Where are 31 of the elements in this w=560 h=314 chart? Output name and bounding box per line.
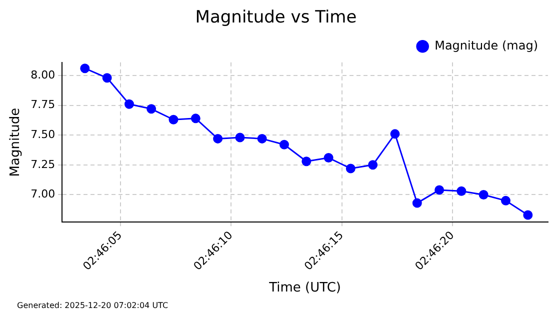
chart-title: Magnitude vs Time bbox=[195, 8, 357, 28]
point bbox=[279, 140, 289, 150]
point bbox=[324, 153, 334, 163]
y-tick-label: 7.00 bbox=[30, 188, 56, 201]
text: Generated: 2025-12-20 07:02:04 UTC bbox=[17, 301, 168, 310]
point bbox=[168, 114, 178, 124]
y-axis-title: Magnitude bbox=[8, 108, 24, 177]
legend-label: Magnitude (mag) bbox=[434, 38, 538, 53]
point bbox=[500, 196, 510, 206]
point bbox=[390, 129, 400, 139]
point bbox=[478, 190, 488, 200]
point bbox=[213, 134, 223, 144]
y-tick-label: 8.00 bbox=[30, 68, 56, 82]
point bbox=[368, 160, 378, 170]
point bbox=[235, 132, 245, 142]
point bbox=[523, 210, 533, 220]
point bbox=[257, 134, 267, 144]
point bbox=[124, 99, 134, 109]
point bbox=[434, 185, 444, 195]
point bbox=[346, 164, 356, 174]
point bbox=[146, 104, 156, 114]
y-tick-label: 7.50 bbox=[30, 128, 56, 141]
y-tick-label: 7.75 bbox=[30, 98, 56, 112]
point bbox=[412, 198, 422, 208]
y-tick-label: 7.25 bbox=[30, 158, 56, 171]
point bbox=[80, 64, 90, 74]
point bbox=[302, 156, 312, 166]
x-axis-title: Time (UTC) bbox=[268, 280, 341, 296]
point bbox=[456, 186, 466, 196]
point bbox=[102, 73, 112, 83]
point bbox=[190, 114, 200, 124]
